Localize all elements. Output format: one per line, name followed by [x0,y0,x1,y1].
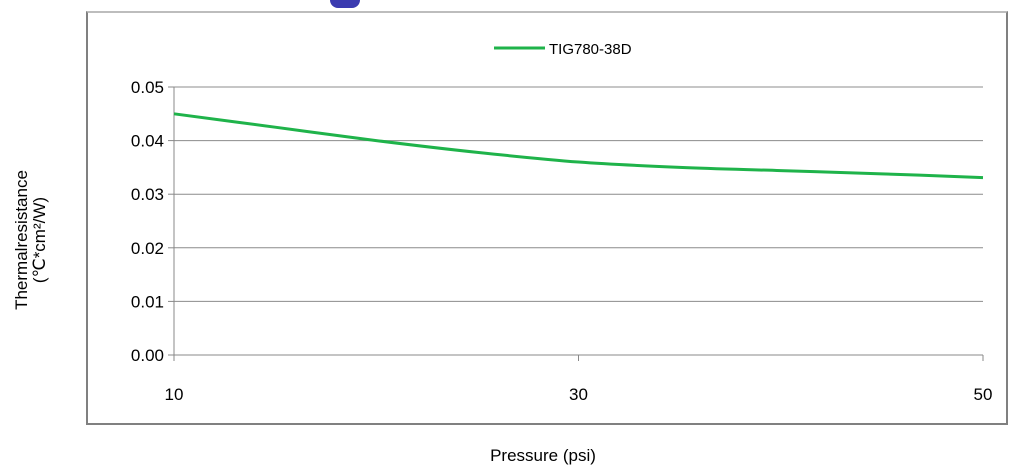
legend: TIG780-38D [494,41,632,58]
chart-frame [86,11,1008,425]
y-tick-label: 0.05 [131,78,164,97]
y-tick-label: 0.04 [131,132,164,151]
y-tick-label: 0.03 [131,185,164,204]
title-fragment [330,0,360,8]
legend-label: TIG780-38D [549,41,632,58]
y-tick-label: 0.02 [131,239,164,258]
y-tick-label: 0.00 [131,346,164,365]
x-ticks: 10 30 50 [165,355,993,404]
y-axis-title-line2: (℃*cm²/W) [30,197,49,283]
y-axis-title-line1: Thermalresistance [12,170,31,310]
series-line [173,112,984,180]
gridlines [174,86,983,302]
series-group [173,112,984,180]
x-tick-label: 10 [165,385,184,404]
y-ticks: 0.00 0.01 0.02 0.03 0.04 0.05 [131,78,174,365]
x-axis-title: Pressure (psi) [490,446,596,465]
axes [173,87,983,356]
x-tick-label: 50 [974,385,993,404]
y-axis-title: Thermalresistance (℃*cm²/W) [12,170,49,310]
y-tick-label: 0.01 [131,292,164,311]
x-tick-label: 30 [569,385,588,404]
